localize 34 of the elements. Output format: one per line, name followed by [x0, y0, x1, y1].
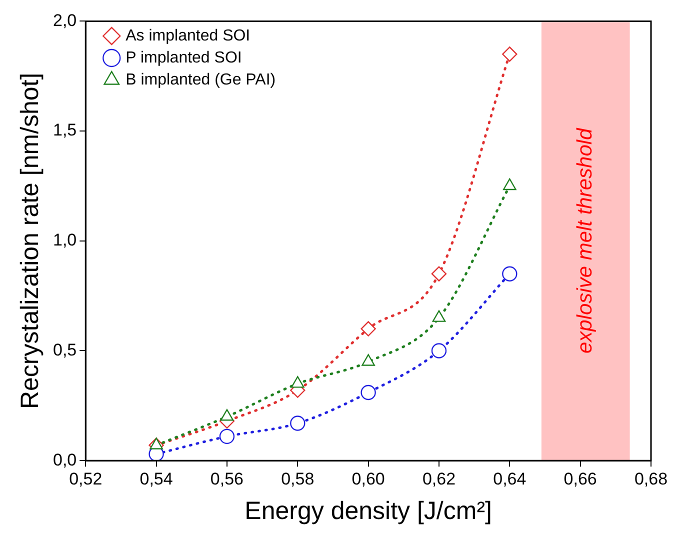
- point: [502, 46, 518, 62]
- point: [502, 266, 518, 282]
- y-tick-label: 1,0: [52, 230, 77, 250]
- legend-label: As implanted SOI: [126, 27, 250, 44]
- point: [432, 310, 446, 322]
- x-tick-label: 0,62: [422, 469, 456, 488]
- point: [360, 384, 376, 400]
- x-tick-label: 0,52: [69, 469, 102, 488]
- point: [290, 376, 304, 388]
- point: [290, 416, 306, 431]
- y-tick-label: 2,0: [52, 10, 77, 30]
- y-tick-label: 0,5: [52, 340, 77, 360]
- x-tick-label: 0,64: [493, 469, 526, 488]
- point: [219, 428, 235, 444]
- x-tick-label: 0,56: [210, 469, 244, 488]
- x-tick-label: 0,58: [281, 469, 314, 488]
- x-tick-label: 0,68: [634, 469, 668, 488]
- band-label: explosive melt threshold: [573, 126, 596, 354]
- y-tick-label: 0,0: [52, 450, 77, 470]
- legend-label: P implanted SOI: [126, 49, 242, 66]
- point: [431, 266, 447, 282]
- x-tick-label: 0,66: [564, 469, 597, 488]
- point: [220, 409, 234, 421]
- y-axis-title: Recrystalization rate [nm/shot]: [16, 72, 44, 410]
- point: [150, 438, 163, 450]
- x-tick-label: 0,60: [352, 469, 385, 488]
- legend-label: B implanted (Ge PAI): [126, 71, 276, 88]
- x-axis-title: Energy density [J/cm²]: [244, 496, 492, 525]
- point: [362, 354, 375, 366]
- point: [431, 343, 447, 358]
- point: [502, 178, 516, 190]
- point: [360, 321, 376, 336]
- x-tick-label: 0,54: [140, 469, 173, 488]
- y-tick-label: 1,5: [52, 120, 77, 140]
